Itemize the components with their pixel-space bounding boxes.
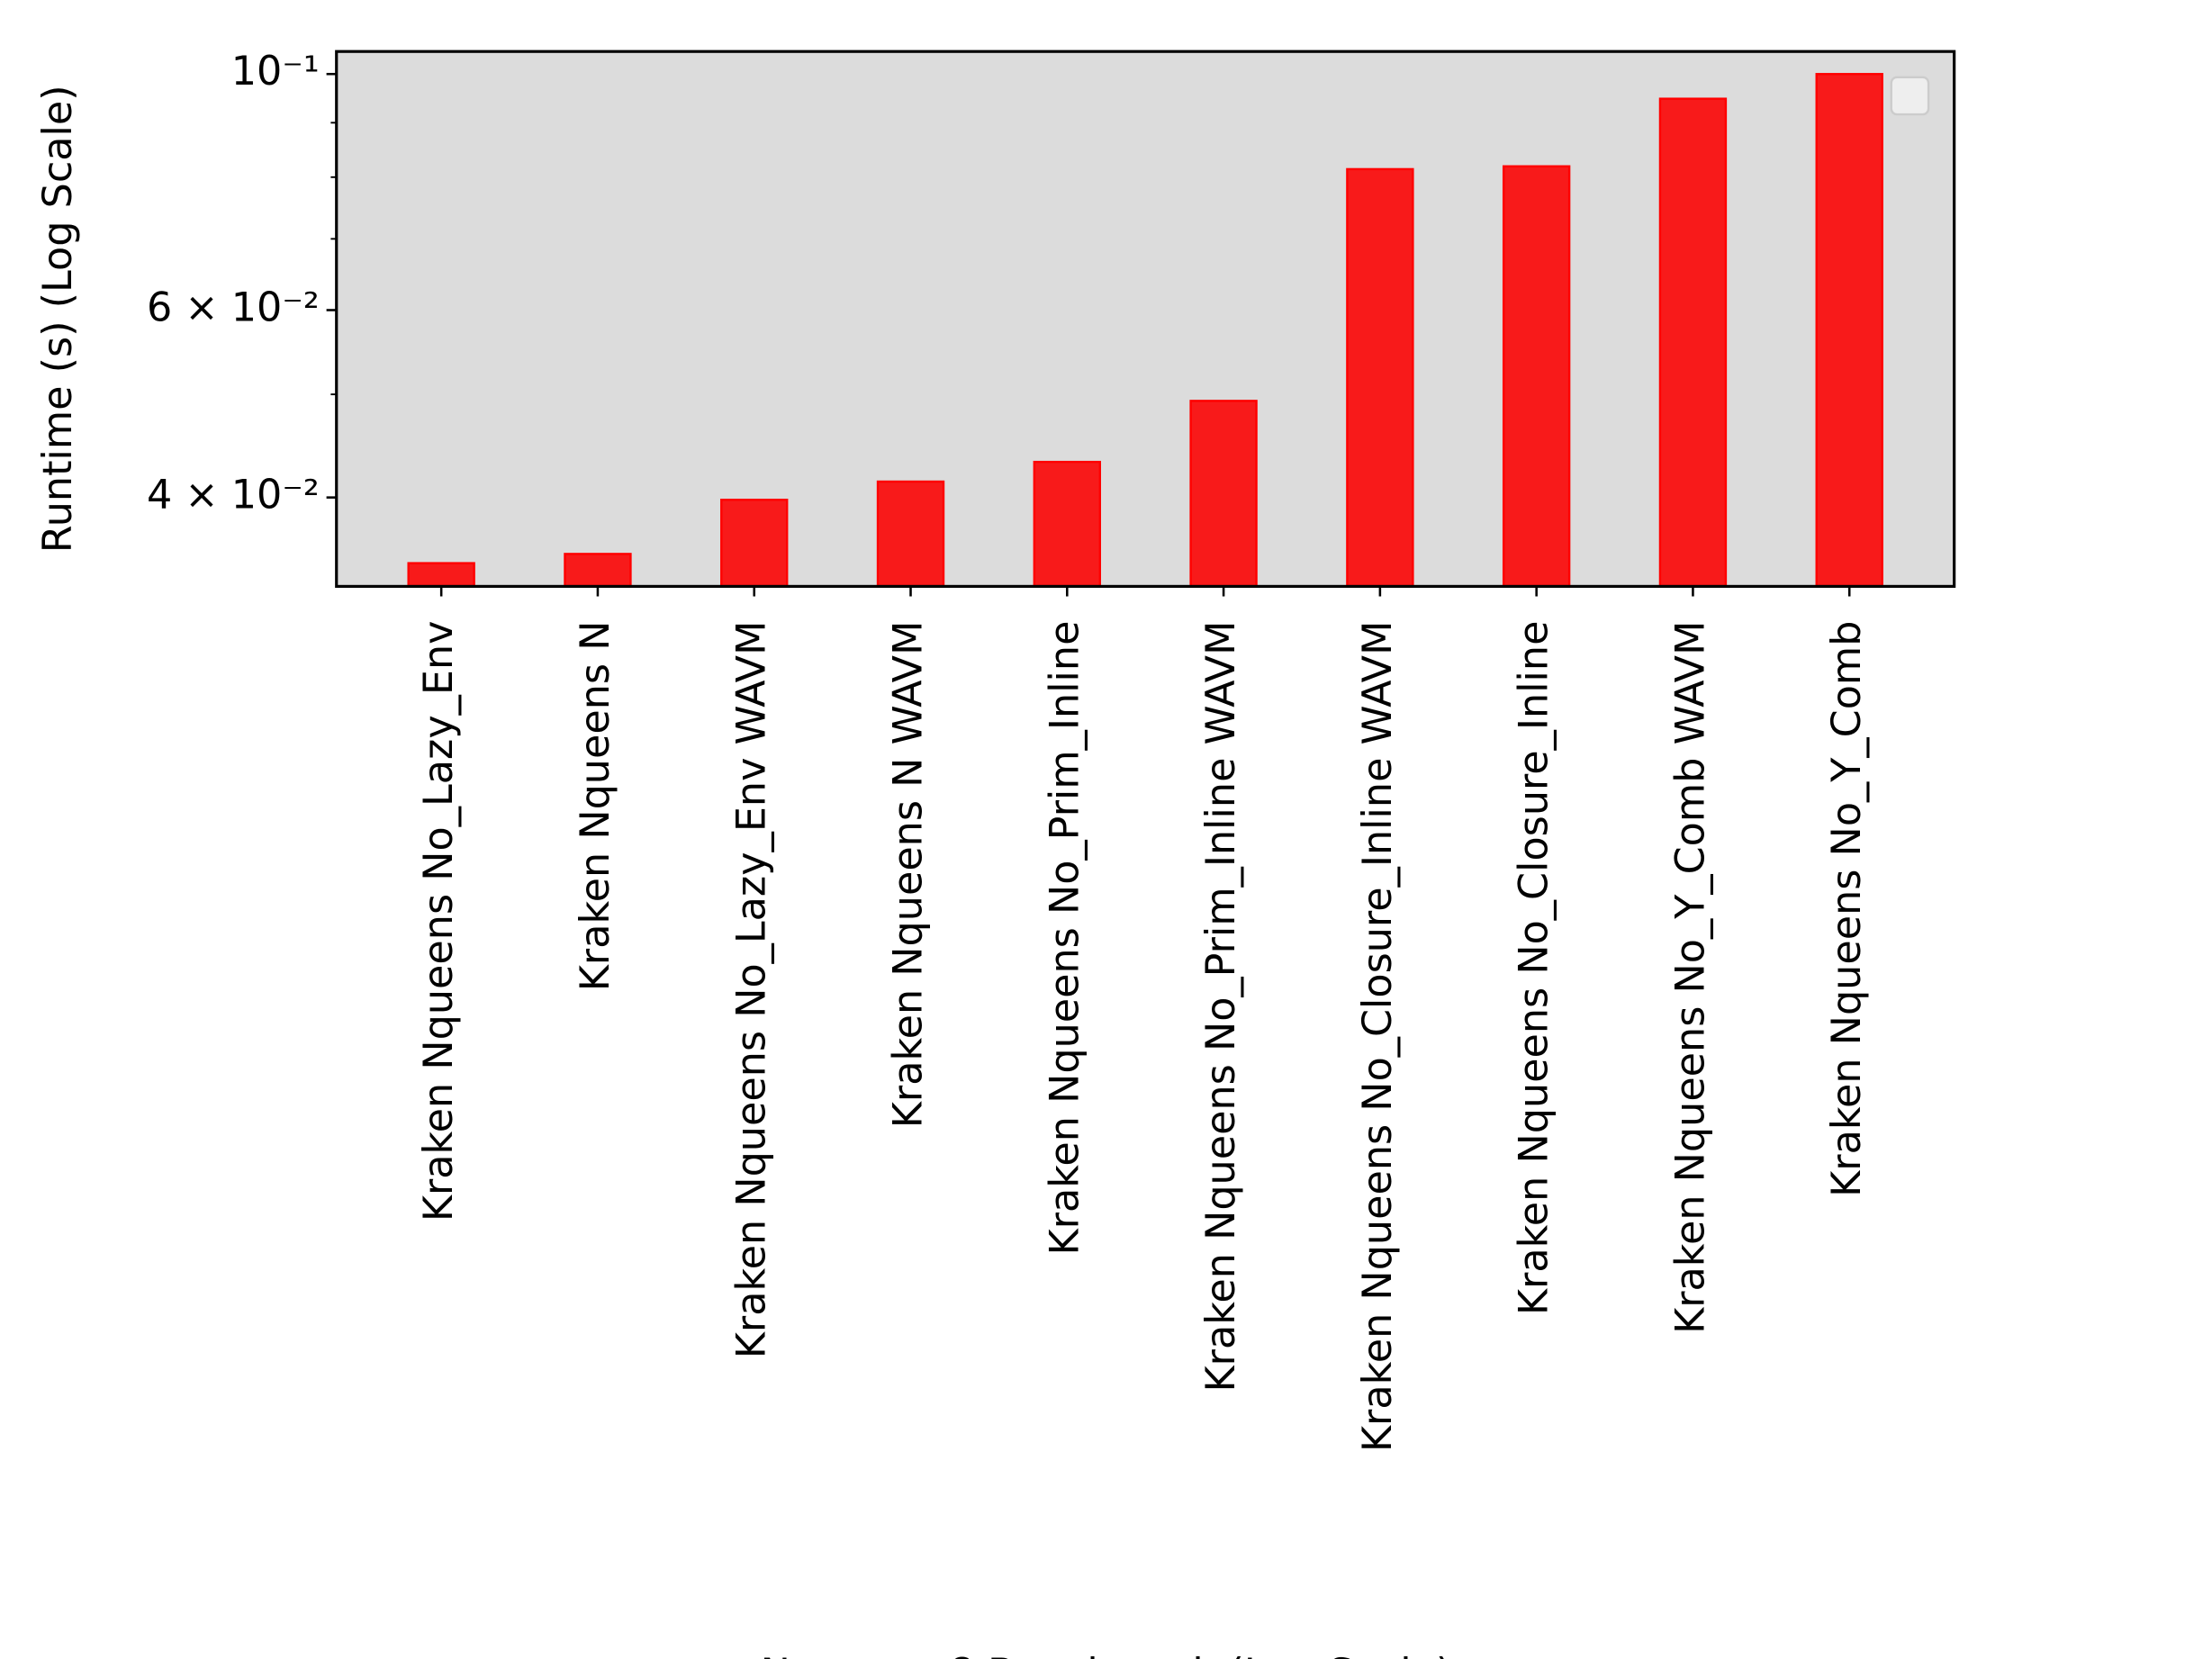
bar xyxy=(1815,73,1883,588)
y-axis-label: Runtime (s) (Log Scale) xyxy=(35,85,81,553)
axes-frame xyxy=(335,50,1956,588)
y-tick-label: 10⁻¹ xyxy=(231,49,320,95)
x-tick-label: Kraken Nqueens No_Y_Comb WAVM xyxy=(1667,621,1713,1334)
bar xyxy=(407,562,475,588)
bar xyxy=(720,499,789,588)
x-tick-label: Kraken Nqueens No_Closure_Inline WAVM xyxy=(1355,621,1401,1453)
x-tick-label: Kraken Nqueens No_Lazy_Env WAVM xyxy=(729,621,775,1359)
y-tick-label: 4 × 10⁻² xyxy=(147,473,320,518)
y-tick-label: 6 × 10⁻² xyxy=(147,284,320,330)
bar xyxy=(1502,165,1571,588)
legend xyxy=(1890,76,1930,116)
x-tick-label: Kraken Nqueens No_Y_Comb xyxy=(1824,621,1870,1197)
x-tick-label: Kraken Nqueens N WAVM xyxy=(886,621,932,1129)
x-tick-label: Kraken Nqueens No_Prim_Inline WAVM xyxy=(1198,621,1244,1393)
bar xyxy=(1189,400,1258,588)
x-tick-label: Kraken Nqueens N xyxy=(573,621,618,992)
bar xyxy=(1658,97,1728,588)
marks xyxy=(407,73,1883,588)
bar xyxy=(876,480,945,588)
x-tick-label: Kraken Nqueens No_Closure_Inline xyxy=(1512,621,1557,1316)
bar xyxy=(1346,167,1414,588)
x-tick-label: Kraken Nqueens No_Prim_Inline xyxy=(1042,621,1088,1256)
x-tick-label: Kraken Nqueens No_Lazy_Env xyxy=(416,621,462,1222)
x-axis-label: Nqueens 8 Benchmark (Log Scale) xyxy=(761,1651,1452,1659)
bar xyxy=(564,553,632,588)
bar xyxy=(1033,460,1101,588)
